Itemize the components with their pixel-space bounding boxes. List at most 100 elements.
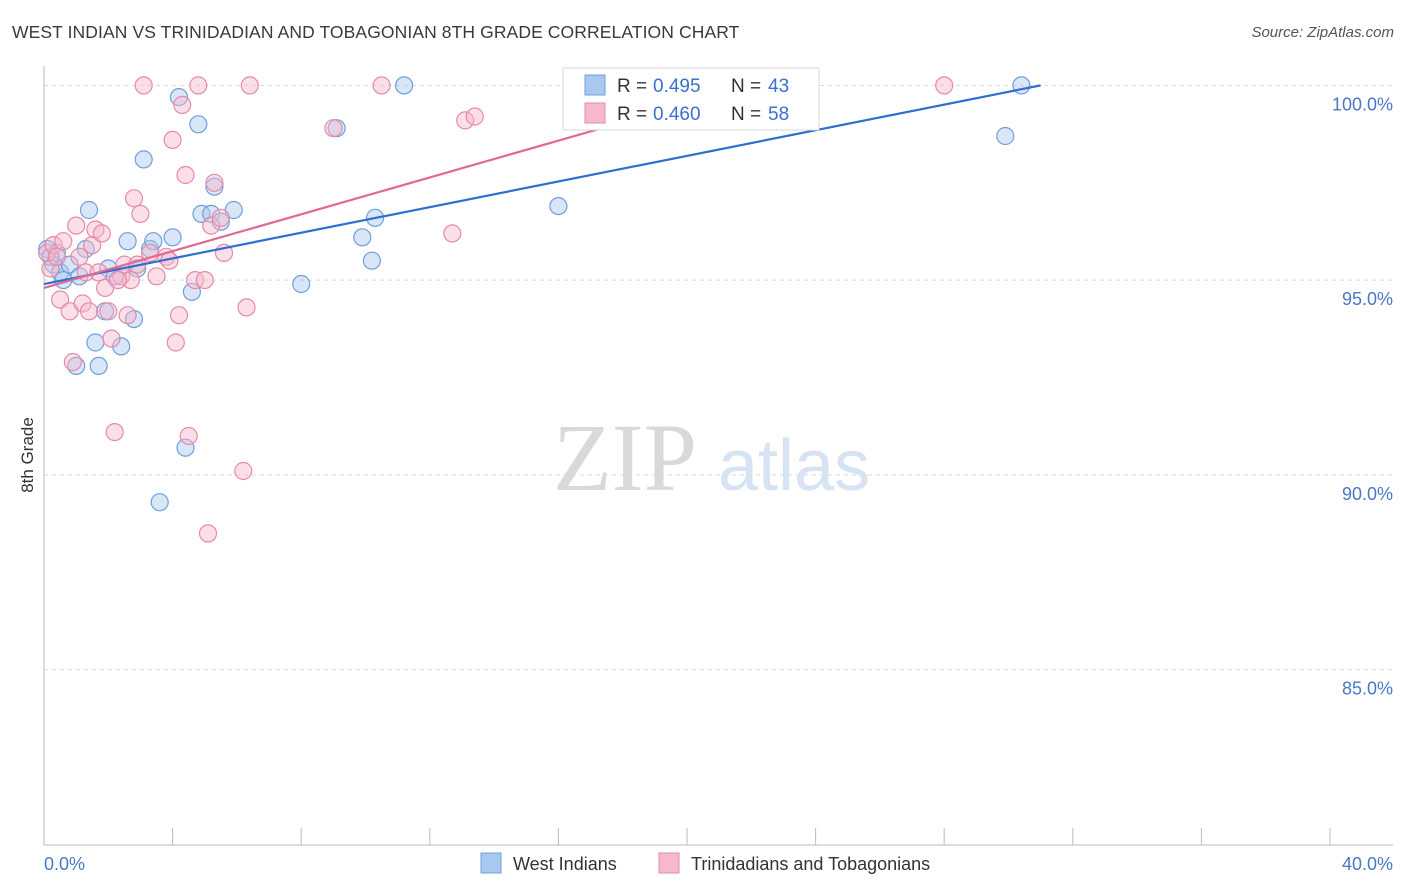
chart-source: Source: ZipAtlas.com [1251,24,1394,41]
top-legend: R = 0.495 N = 43 R = 0.460 N = 58 [562,67,820,131]
trinidadians-point-16 [92,224,112,243]
west-indians-point-30 [211,212,230,231]
top-legend-r-label-pink: R = [617,104,647,125]
trinidadians-point-18 [99,302,118,321]
trinidadians-point-32 [163,130,182,149]
trinidadians-point-30 [147,267,166,286]
west-indians-point-25 [182,282,201,301]
watermark-zip: ZIP [553,404,697,511]
trinidadians-point-33 [166,333,185,352]
trinidadians-point-8 [67,216,86,235]
top-legend-r-value-blue: 0.495 [653,76,701,97]
west-indians-point-15 [112,337,131,356]
west-indians-point-24 [176,438,195,457]
top-legend-box [562,67,820,131]
trinidadians-point-19 [102,329,121,348]
trinidadians-point-20 [105,423,124,442]
west-indians-point-16 [118,232,137,251]
west-indians-point-27 [192,204,211,223]
x-tick-max: 40.0% [1342,854,1393,874]
trinidadians-point-56 [108,271,128,290]
axes: 100.0% 95.0% 90.0% 85.0% [43,66,1393,846]
y-tick-label-3: 85.0% [1342,679,1393,699]
trinidadians-point-12 [79,302,99,321]
top-legend-n-value-blue: 43 [768,76,789,97]
trinidadians-point-13 [83,236,102,255]
trinidadians-point-28 [134,76,153,95]
trinidadians-point-25 [124,189,144,208]
west-indians-point-29 [205,177,224,196]
trinidadians-point-23 [118,306,137,325]
trinidadians-point-50 [372,76,391,95]
watermark: ZIP atlas [553,404,870,511]
trinidadians-point-37 [179,426,198,446]
trinidadians-point-55 [935,76,954,95]
trinidadians-point-38 [186,271,205,290]
trinidadians-point-5 [54,232,73,251]
west-indians-point-38 [395,76,414,95]
y-axis-label: 8th Grade [18,417,37,493]
west-indians-point-11 [89,356,108,375]
trinidadians-point-40 [195,271,214,290]
west-indians-point-33 [292,274,311,294]
west-indians-point-35 [353,228,372,247]
y-tick-label-1: 95.0% [1342,289,1393,309]
trinidadians-point-42 [202,216,221,235]
trinidadians-point-3 [47,247,67,266]
top-legend-swatch-blue [584,74,606,96]
trinidadians-point-1 [41,259,60,278]
x-tick-min: 0.0% [44,854,85,874]
trinidadians-point-47 [237,298,256,317]
trinidadians-point-27 [131,204,150,223]
west-indians-point-23 [163,228,182,247]
trinidadians-point-4 [50,290,70,309]
west-indians-point-10 [86,333,105,352]
gridlines [44,84,1393,671]
trinidadians-point-43 [205,173,224,192]
trinidadians-point-9 [70,247,89,266]
top-legend-swatch-pink [584,102,606,124]
bottom-legend-swatch-pink [658,852,680,874]
bottom-legend-label-blue: West Indians [513,854,617,874]
trend-lines [43,84,1041,289]
trinidadians-point-46 [234,461,253,481]
trinidadians-point-41 [198,524,218,543]
top-legend-n-value-pink: 58 [768,104,789,125]
trinidadians-point-48 [240,76,259,95]
trinidadians-point-36 [176,165,195,185]
top-legend-r-value-pink: 0.460 [653,104,701,125]
series-trinidadians-points [38,76,954,543]
bottom-legend: West Indians Trinidadians and Tobagonian… [480,852,930,874]
trinidadians-point-39 [189,76,208,95]
trinidadians-point-7 [63,352,83,372]
trinidadians-point-2 [44,236,63,255]
top-legend-r-label-blue: R = [617,76,647,97]
trend-line-west-indians [43,84,1041,286]
trinidadians-point-24 [121,271,140,290]
trinidadians-point-52 [456,111,475,130]
y-tick-label-0: 100.0% [1332,94,1393,114]
bottom-legend-label-pink: Trinidadians and Tobagonians [691,854,930,874]
watermark-atlas: atlas [718,426,870,506]
bottom-legend-swatch-blue [480,852,502,874]
west-indians-point-39 [549,197,568,216]
top-legend-n-label-blue: N = [731,76,761,97]
west-indians-point-9 [79,200,99,220]
west-indians-point-40 [996,126,1015,146]
trinidadians-point-51 [443,224,462,243]
west-indians-point-36 [362,251,381,270]
west-indians-point-22 [150,493,169,512]
trinidadians-point-44 [211,208,230,227]
series-west-indians-points [38,76,1031,512]
trinidadians-point-49 [324,119,343,138]
trinidadians-point-53 [465,107,484,126]
west-indians-point-21 [144,232,163,251]
west-indians-point-26 [189,115,208,134]
top-legend-n-label-pink: N = [731,104,761,125]
y-tick-label-2: 90.0% [1342,484,1393,504]
west-indians-point-19 [134,150,153,169]
trinidadians-point-35 [173,95,192,115]
trinidadians-point-34 [169,306,189,325]
chart-title: WEST INDIAN VS TRINIDADIAN AND TOBAGONIA… [12,22,740,42]
